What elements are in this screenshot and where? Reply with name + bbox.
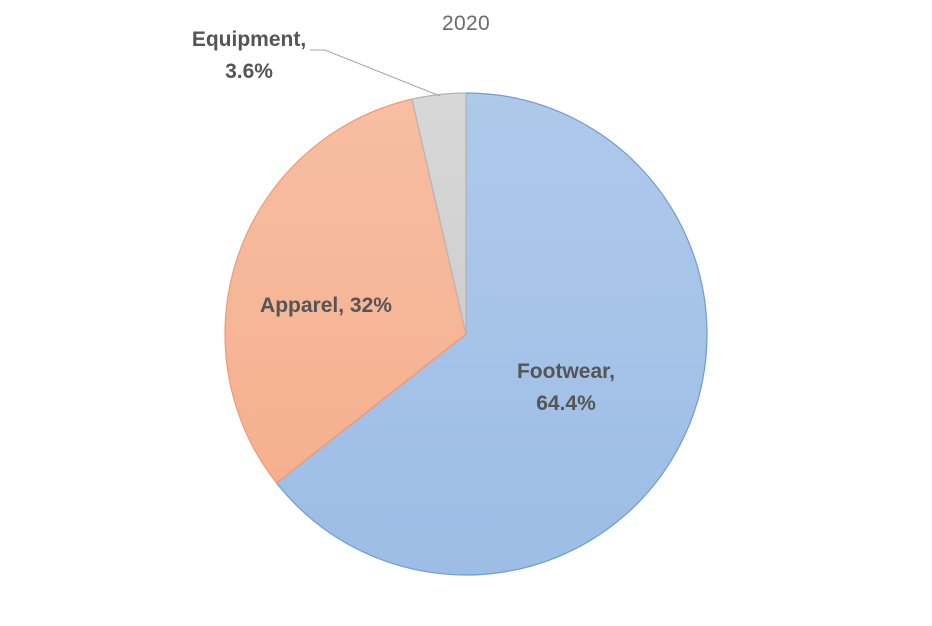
data-label-apparel: Apparel, 32% — [260, 294, 392, 317]
leader-line-equipment — [310, 49, 441, 97]
pie-slice-equipment — [411, 92, 467, 335]
pie-slice-apparel — [224, 98, 467, 484]
data-label-equipment: Equipment, 3.6% — [192, 28, 306, 83]
data-label-footwear: Footwear, 64.4% — [517, 360, 615, 415]
pie-slice-footwear — [275, 92, 708, 576]
chart-title: 2020 — [442, 12, 490, 35]
